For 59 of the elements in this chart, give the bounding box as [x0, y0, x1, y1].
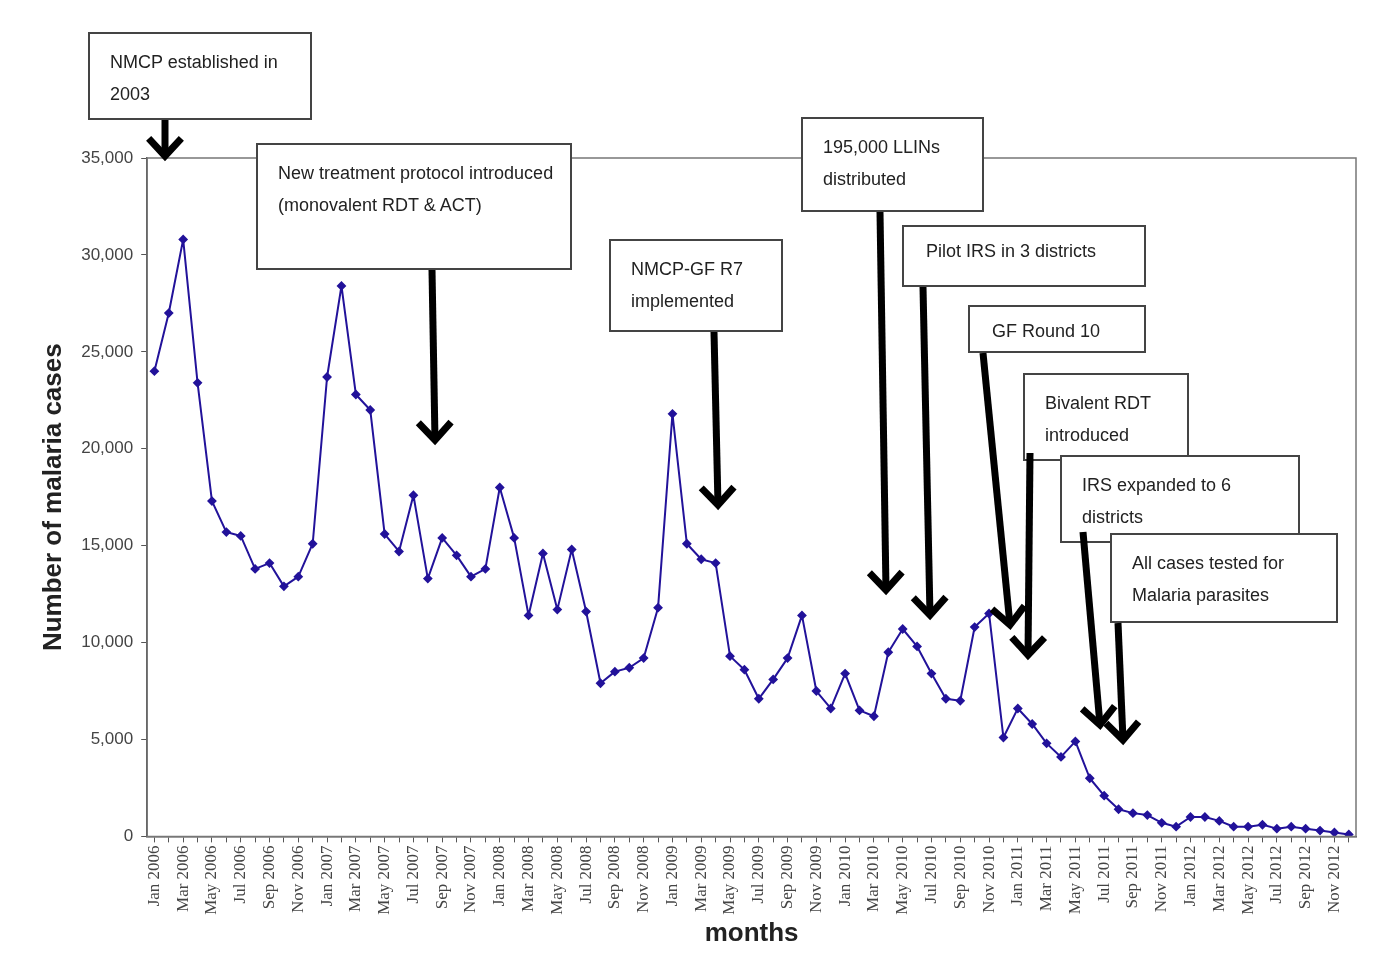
callout-box: Pilot IRS in 3 districts: [902, 225, 1146, 287]
y-tick-label: 35,000: [81, 147, 134, 167]
x-tick-label: Sep 2012: [1295, 845, 1315, 910]
callout-box: NMCP established in 2003: [88, 32, 312, 120]
callout-box: NMCP-GF R7 implemented: [609, 239, 783, 332]
callout-box: GF Round 10: [968, 305, 1146, 353]
x-axis-title: months: [704, 916, 799, 947]
x-tick-label: Jul 2012: [1266, 845, 1286, 904]
x-tick-label: Jan 2006: [143, 845, 163, 907]
x-tick-label: Sep 2006: [258, 845, 278, 910]
x-tick-label: Mar 2009: [690, 845, 710, 912]
callout-box: New treatment protocol introduced (monovalent RDT & ACT): [256, 143, 572, 270]
x-tick-label: Jan 2008: [489, 845, 509, 907]
y-tick-label: 10,000: [81, 632, 134, 652]
x-tick-label: Mar 2010: [863, 845, 883, 912]
y-tick-label: 30,000: [81, 244, 134, 264]
x-tick-label: Nov 2012: [1323, 845, 1343, 913]
x-tick-label: Nov 2008: [633, 845, 653, 913]
x-tick-label: Mar 2011: [1036, 845, 1056, 912]
callout-box: 195,000 LLINs distributed: [801, 117, 984, 212]
y-tick-label: 15,000: [81, 535, 134, 555]
x-tick-label: Nov 2006: [287, 845, 307, 913]
x-tick-label: Sep 2009: [777, 845, 797, 910]
x-tick-label: Jul 2008: [575, 845, 595, 904]
x-tick-label: Jul 2007: [402, 844, 422, 904]
x-tick-label: Jul 2009: [748, 845, 768, 904]
x-tick-label: Jul 2006: [230, 845, 250, 904]
x-tick-label: Jan 2011: [1007, 845, 1027, 906]
x-tick-label: Mar 2007: [345, 844, 365, 912]
x-tick-label: May 2009: [719, 845, 739, 915]
x-tick-label: Nov 2011: [1151, 845, 1171, 913]
x-tick-label: Nov 2007: [460, 844, 480, 913]
x-tick-label: Sep 2010: [949, 845, 969, 910]
callout-box: All cases tested for Malaria parasites: [1110, 533, 1338, 623]
y-axis-title: Number of malaria cases: [36, 343, 67, 652]
x-tick-label: Sep 2008: [604, 845, 624, 910]
x-tick-label: Jan 2009: [661, 845, 681, 907]
x-tick-label: Mar 2006: [172, 845, 192, 912]
x-tick-label: May 2011: [1064, 845, 1084, 915]
x-tick-label: May 2008: [546, 845, 566, 915]
y-tick-label: 20,000: [81, 438, 134, 458]
x-tick-label: Sep 2011: [1122, 845, 1142, 909]
x-tick-label: Nov 2009: [805, 845, 825, 913]
x-tick-label: Mar 2012: [1208, 845, 1228, 912]
x-tick-label: May 2006: [201, 845, 221, 915]
x-tick-label: Mar 2008: [518, 845, 538, 912]
x-tick-label: Jan 2010: [834, 845, 854, 907]
y-tick-label: 25,000: [81, 341, 134, 361]
x-tick-label: Jul 2010: [920, 845, 940, 904]
x-tick-label: May 2007: [374, 844, 394, 915]
x-tick-label: Sep 2007: [431, 844, 451, 910]
y-tick-label: 0: [123, 826, 134, 846]
x-tick-label: Jan 2012: [1179, 845, 1199, 907]
x-tick-label: May 2010: [892, 845, 912, 915]
x-tick-label: May 2012: [1237, 845, 1257, 915]
y-tick-label: 5,000: [90, 729, 134, 749]
x-tick-label: Jan 2007: [316, 844, 336, 907]
x-tick-label: Nov 2010: [978, 845, 998, 913]
x-tick-label: Jul 2011: [1093, 845, 1113, 903]
